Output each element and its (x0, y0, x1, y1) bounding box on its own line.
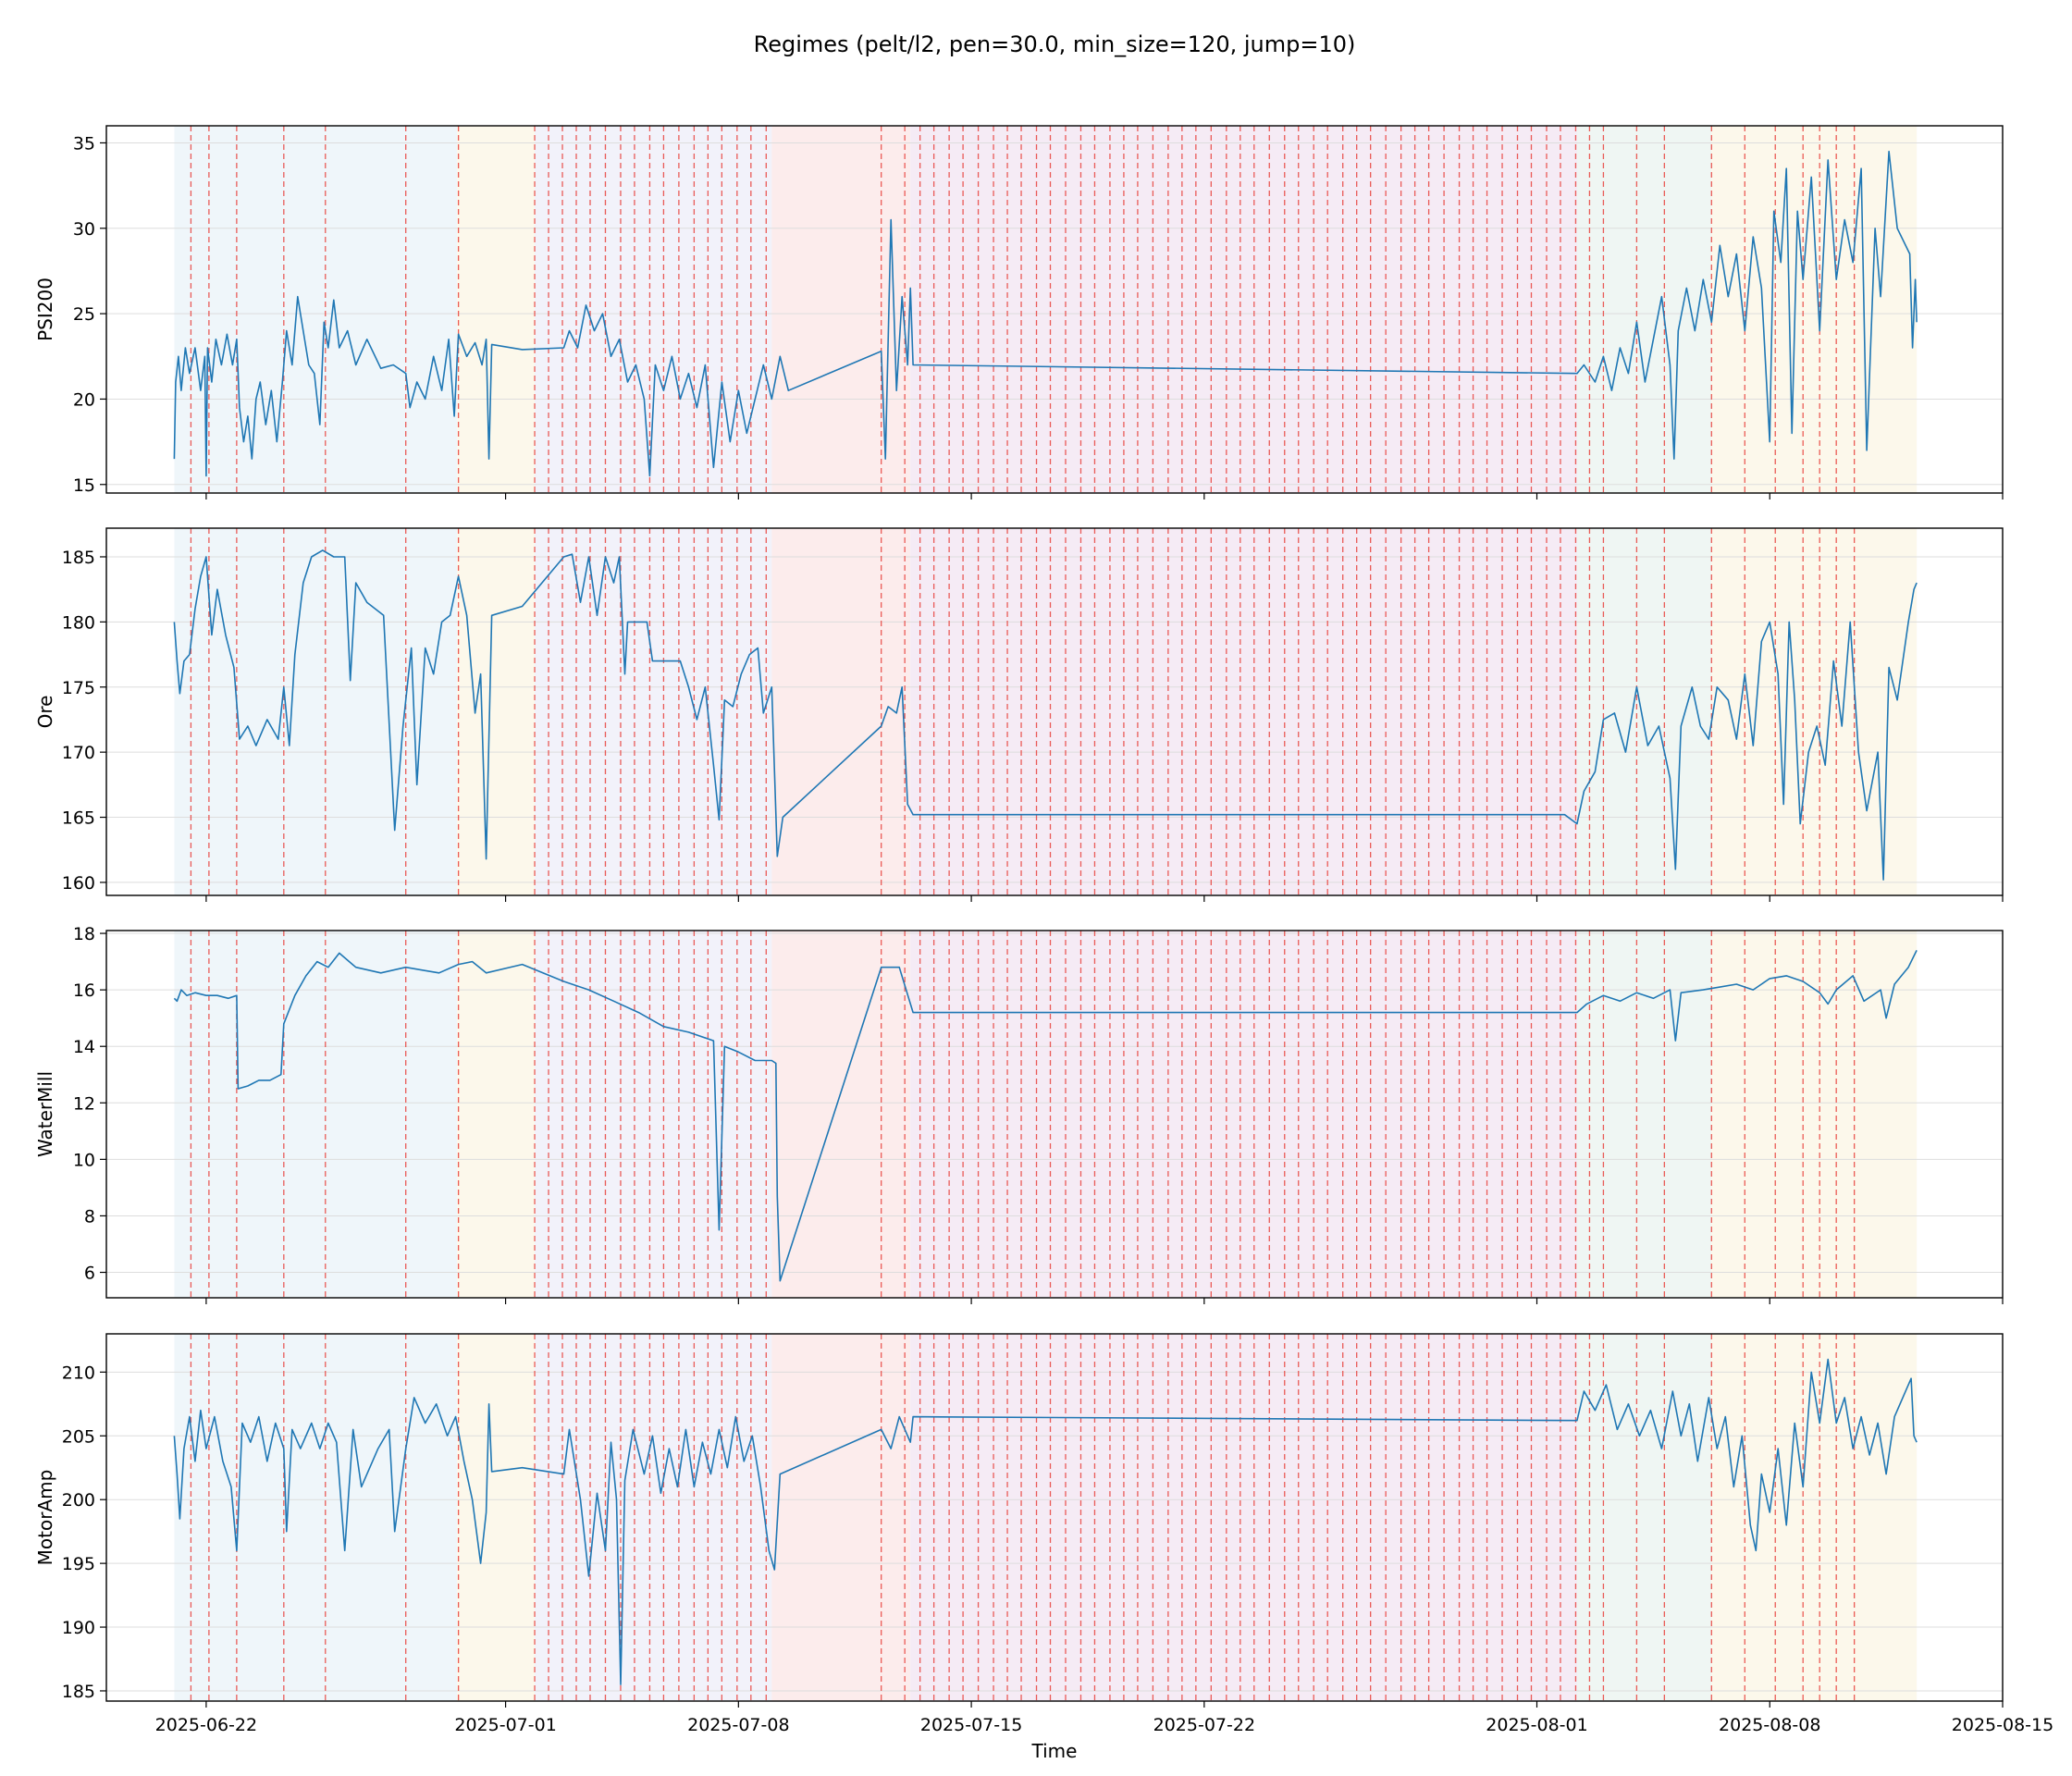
y-tick-label: 200 (62, 1490, 95, 1511)
regime-band (910, 931, 1577, 1298)
x-tick-label: 2025-07-15 (920, 1715, 1022, 1735)
y-tick-label: 25 (73, 304, 95, 325)
y-tick-label: 170 (62, 743, 95, 763)
regime-band (771, 1334, 911, 1701)
series-line-watermill (173, 950, 1918, 1282)
y-tick-label: 190 (62, 1618, 95, 1638)
regime-band (457, 1334, 536, 1701)
y-tick-label: 175 (62, 678, 95, 698)
regime-band (1711, 1334, 1918, 1701)
figure-title: Regimes (pelt/l2, pen=30.0, min_size=120… (754, 31, 1356, 57)
series-line-motoramp (173, 1358, 1918, 1685)
x-axis-label: Time (1031, 1740, 1078, 1762)
plot-area (106, 126, 2003, 493)
regime-band (535, 126, 772, 493)
regime-band (1711, 528, 1918, 895)
series-line-psi200 (173, 150, 1918, 477)
y-tick-label: 160 (62, 873, 95, 894)
y-tick-label: 165 (62, 808, 95, 829)
axes-frame (105, 1333, 2004, 1702)
axes-frame (105, 527, 2004, 896)
regime-band (1576, 126, 1712, 493)
y-tick-label: 35 (73, 133, 95, 154)
x-tick-label: 2025-08-15 (1952, 1715, 2054, 1735)
panel-watermill: 6 8 10 12 14 16 18 WaterMill (34, 924, 2004, 1304)
regime-band (174, 126, 458, 493)
y-axis-label: MotorAmp (34, 1470, 56, 1566)
regime-band (535, 528, 772, 895)
y-axis-label: WaterMill (34, 1071, 56, 1157)
y-tick-label: 6 (84, 1264, 95, 1284)
x-tick-label: 2025-07-01 (454, 1715, 556, 1735)
y-tick-label: 205 (62, 1426, 95, 1447)
axes-frame (105, 930, 2004, 1299)
y-tick-label: 14 (73, 1037, 95, 1057)
plot-area (106, 931, 2003, 1298)
panel-ore: 160 165 170 175 180 185 Ore (34, 527, 2004, 902)
y-tick-label: 185 (62, 1682, 95, 1702)
plot-area (106, 1334, 2003, 1701)
x-tick-label: 2025-08-08 (1719, 1715, 1820, 1735)
regime-band (771, 528, 911, 895)
regime-band (457, 931, 536, 1298)
plot-area (106, 528, 2003, 895)
regime-band (910, 528, 1577, 895)
y-tick-label: 18 (73, 924, 95, 944)
regime-band (910, 1334, 1577, 1701)
regime-band (771, 126, 911, 493)
y-tick-label: 30 (73, 219, 95, 240)
regime-band (535, 1334, 772, 1701)
panels: 15 20 25 30 35 PSI200 160 165 170 175 180 185 Ore 6 8 1… (34, 125, 2054, 1735)
regime-band (535, 931, 772, 1298)
panel-psi200: 15 20 25 30 35 PSI200 (34, 125, 2004, 500)
y-tick-label: 20 (73, 389, 95, 410)
x-tick-label: 2025-07-08 (687, 1715, 789, 1735)
x-tick-label: 2025-06-22 (155, 1715, 257, 1735)
regime-band (1576, 528, 1712, 895)
y-axis-label: Ore (34, 696, 56, 729)
regime-band (174, 528, 458, 895)
y-tick-label: 195 (62, 1554, 95, 1574)
y-tick-label: 12 (73, 1093, 95, 1114)
axes-frame (105, 125, 2004, 494)
regime-band (174, 931, 458, 1298)
panel-motoramp: 185 190 195 200 205 210 MotorAmp 2025-06-22 2025… (34, 1333, 2054, 1735)
y-tick-label: 180 (62, 612, 95, 633)
y-tick-label: 10 (73, 1150, 95, 1170)
x-tick-label: 2025-08-01 (1486, 1715, 1587, 1735)
x-tick-label: 2025-07-22 (1153, 1715, 1255, 1735)
regime-band (1576, 931, 1712, 1298)
regime-band (1711, 931, 1918, 1298)
regime-band (1711, 126, 1918, 493)
regime-band (910, 126, 1577, 493)
y-tick-label: 8 (84, 1206, 95, 1227)
regime-band (1576, 1334, 1712, 1701)
regime-band (457, 126, 536, 493)
regime-band (174, 1334, 458, 1701)
y-tick-label: 185 (62, 548, 95, 568)
y-tick-label: 15 (73, 475, 95, 496)
series-line-ore (173, 549, 1918, 881)
y-tick-label: 210 (62, 1363, 95, 1383)
y-axis-label: PSI200 (34, 278, 56, 341)
regime-band (457, 528, 536, 895)
y-tick-label: 16 (73, 980, 95, 1001)
